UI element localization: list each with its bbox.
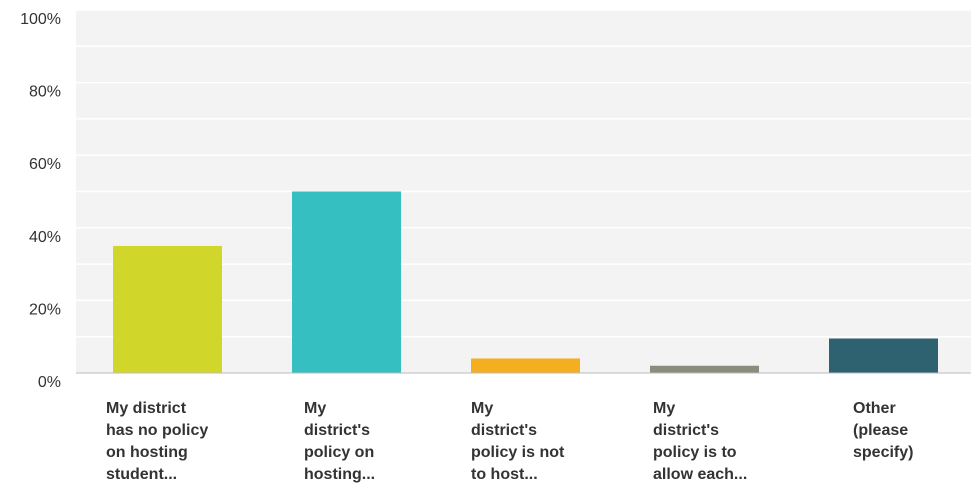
category-label: My district's policy on hosting...	[304, 400, 375, 483]
category-label: My district's policy is not to host...	[471, 400, 565, 483]
category-label-line: district's	[304, 422, 370, 439]
bar	[829, 338, 938, 373]
y-tick-label: 60%	[29, 156, 61, 173]
bar	[471, 358, 580, 373]
category-label-line: allow each...	[653, 466, 747, 483]
category-label-line: My	[304, 400, 326, 417]
y-tick-label: 80%	[29, 84, 61, 101]
category-label-line: My district	[106, 400, 187, 417]
category-label-line: student...	[106, 466, 177, 483]
bar	[113, 245, 222, 373]
category-label-line: (please	[853, 422, 908, 439]
y-tick-label: 100%	[20, 11, 61, 28]
category-label-line: policy is to	[653, 444, 737, 461]
category-label-line: district's	[653, 422, 719, 439]
gridlines	[76, 9, 971, 338]
bars	[113, 191, 938, 373]
category-label-line: specify)	[853, 444, 913, 461]
category-label: My district has no policy on hosting studen…	[106, 400, 208, 483]
y-axis-tick-labels: 0% 20% 40% 60% 80% 100%	[20, 11, 61, 391]
category-label-line: policy on	[304, 444, 374, 461]
category-label-line: hosting...	[304, 466, 375, 483]
y-tick-label: 0%	[38, 374, 61, 391]
category-labels: My district has no policy on hosting studen…	[106, 400, 913, 483]
category-label-line: to host...	[471, 466, 538, 483]
bar	[292, 191, 401, 373]
category-label-line: Other	[853, 400, 896, 417]
category-label-line: My	[653, 400, 675, 417]
category-label: My district's policy is to allow each...	[653, 400, 747, 483]
bar	[650, 365, 759, 373]
y-tick-label: 20%	[29, 301, 61, 318]
category-label-line: My	[471, 400, 493, 417]
category-label-line: policy is not	[471, 444, 565, 461]
category-label-line: has no policy	[106, 422, 208, 439]
category-label: Other (please specify)	[853, 400, 913, 461]
y-tick-label: 40%	[29, 229, 61, 246]
category-label-line: on hosting	[106, 444, 188, 461]
category-label-line: district's	[471, 422, 537, 439]
